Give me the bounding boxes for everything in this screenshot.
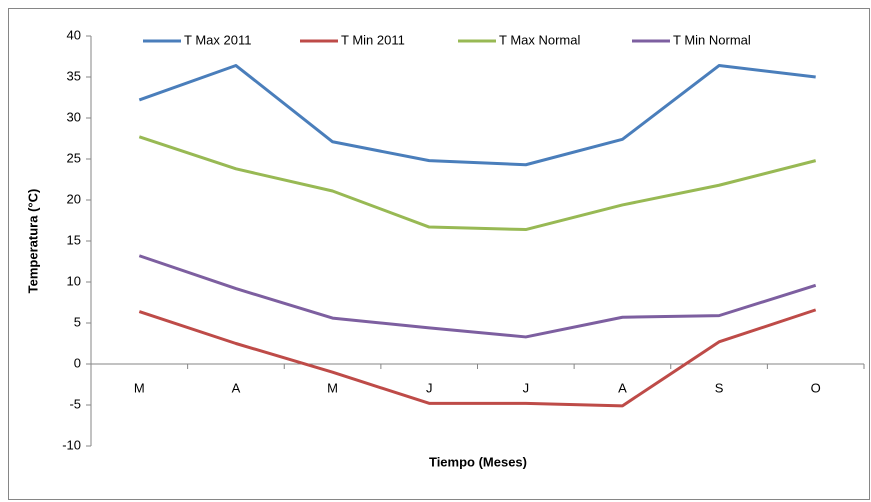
x-tick-label: M (327, 380, 338, 395)
series-line (138, 64, 816, 167)
x-tick-label: A (232, 380, 241, 395)
y-tick-label: 25 (67, 150, 81, 165)
y-tick-label: 0 (74, 355, 81, 370)
y-tick-label: 30 (67, 109, 81, 124)
x-tick-label: S (715, 380, 724, 395)
x-axis-label: Tiempo (Meses) (429, 454, 527, 469)
y-tick-label: -5 (69, 396, 81, 411)
series-line (138, 254, 817, 339)
series-line (138, 308, 817, 408)
x-tick-label: O (811, 380, 821, 395)
x-tick-label: J (523, 380, 530, 395)
y-tick-label: 40 (67, 27, 81, 42)
legend-label: T Min 2011 (341, 32, 405, 47)
y-tick-label: 5 (74, 314, 81, 329)
y-tick-label: 15 (67, 232, 81, 247)
y-tick-label: 20 (67, 191, 81, 206)
legend-label: T Max Normal (499, 32, 580, 47)
y-tick-label: -10 (62, 437, 81, 452)
y-axis-label: Temperatura (°C) (25, 189, 40, 294)
y-tick-label: 10 (67, 273, 81, 288)
legend-label: T Max 2011 (184, 32, 251, 47)
x-tick-label: J (426, 380, 433, 395)
series-line (138, 135, 817, 232)
x-tick-label: M (134, 380, 145, 395)
legend-label: T Min Normal (673, 32, 751, 47)
y-tick-label: 35 (67, 68, 81, 83)
x-tick-label: A (618, 380, 627, 395)
chart-border (8, 8, 870, 500)
